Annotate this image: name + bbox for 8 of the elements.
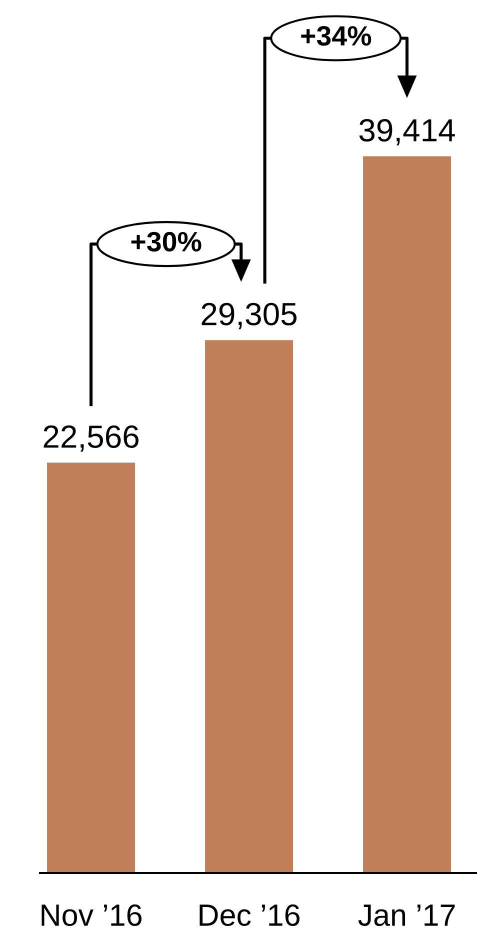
data-label: 29,305: [202, 302, 297, 330]
text: +34%: [301, 26, 372, 46]
x-tick-label: Dec ’16: [200, 904, 300, 926]
annotation: +30%: [131, 232, 202, 252]
x-tick-label: Nov ’16: [42, 904, 142, 926]
data-label: 39,414: [359, 118, 455, 146]
x-tick-label: Jan ’17: [358, 904, 455, 926]
data-label: 22,566: [44, 425, 138, 452]
